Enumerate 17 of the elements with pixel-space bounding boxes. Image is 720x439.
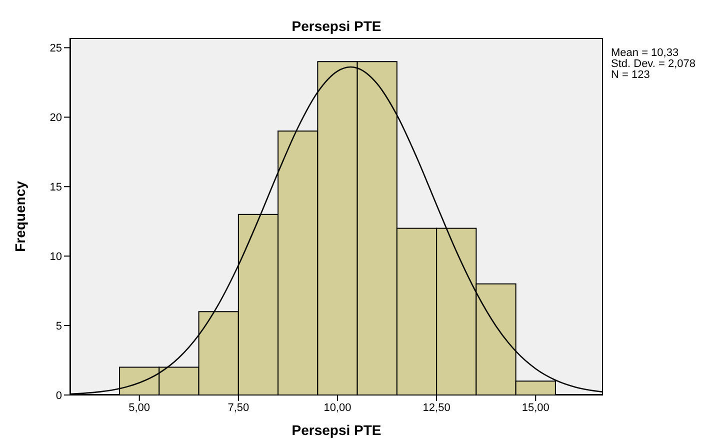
- x-tick-label: 10,00: [324, 402, 352, 414]
- y-tick-label: 15: [50, 182, 62, 194]
- y-tick-label: 10: [50, 250, 62, 263]
- text: Mean = 10,33: [611, 47, 680, 59]
- chart-title: Persepsi PTE: [290, 18, 382, 34]
- y-tick-label: 0: [56, 390, 62, 402]
- y-tick-label: 5: [56, 320, 62, 332]
- x-tick-label: 7,50: [228, 402, 250, 414]
- y-axis-title: Frequency: [12, 180, 28, 252]
- x-tick-label: 5,00: [128, 402, 150, 414]
- x-tick-label: 15,00: [522, 402, 550, 414]
- x-axis-title: Persepsi PTE: [292, 422, 382, 438]
- text: N = 123: [611, 69, 651, 81]
- text: Std. Dev. = 2,078: [611, 58, 696, 70]
- x-tick-label: 12,50: [422, 402, 450, 414]
- y-tick-label: 20: [50, 112, 62, 124]
- y-tick-label: 25: [50, 42, 62, 55]
